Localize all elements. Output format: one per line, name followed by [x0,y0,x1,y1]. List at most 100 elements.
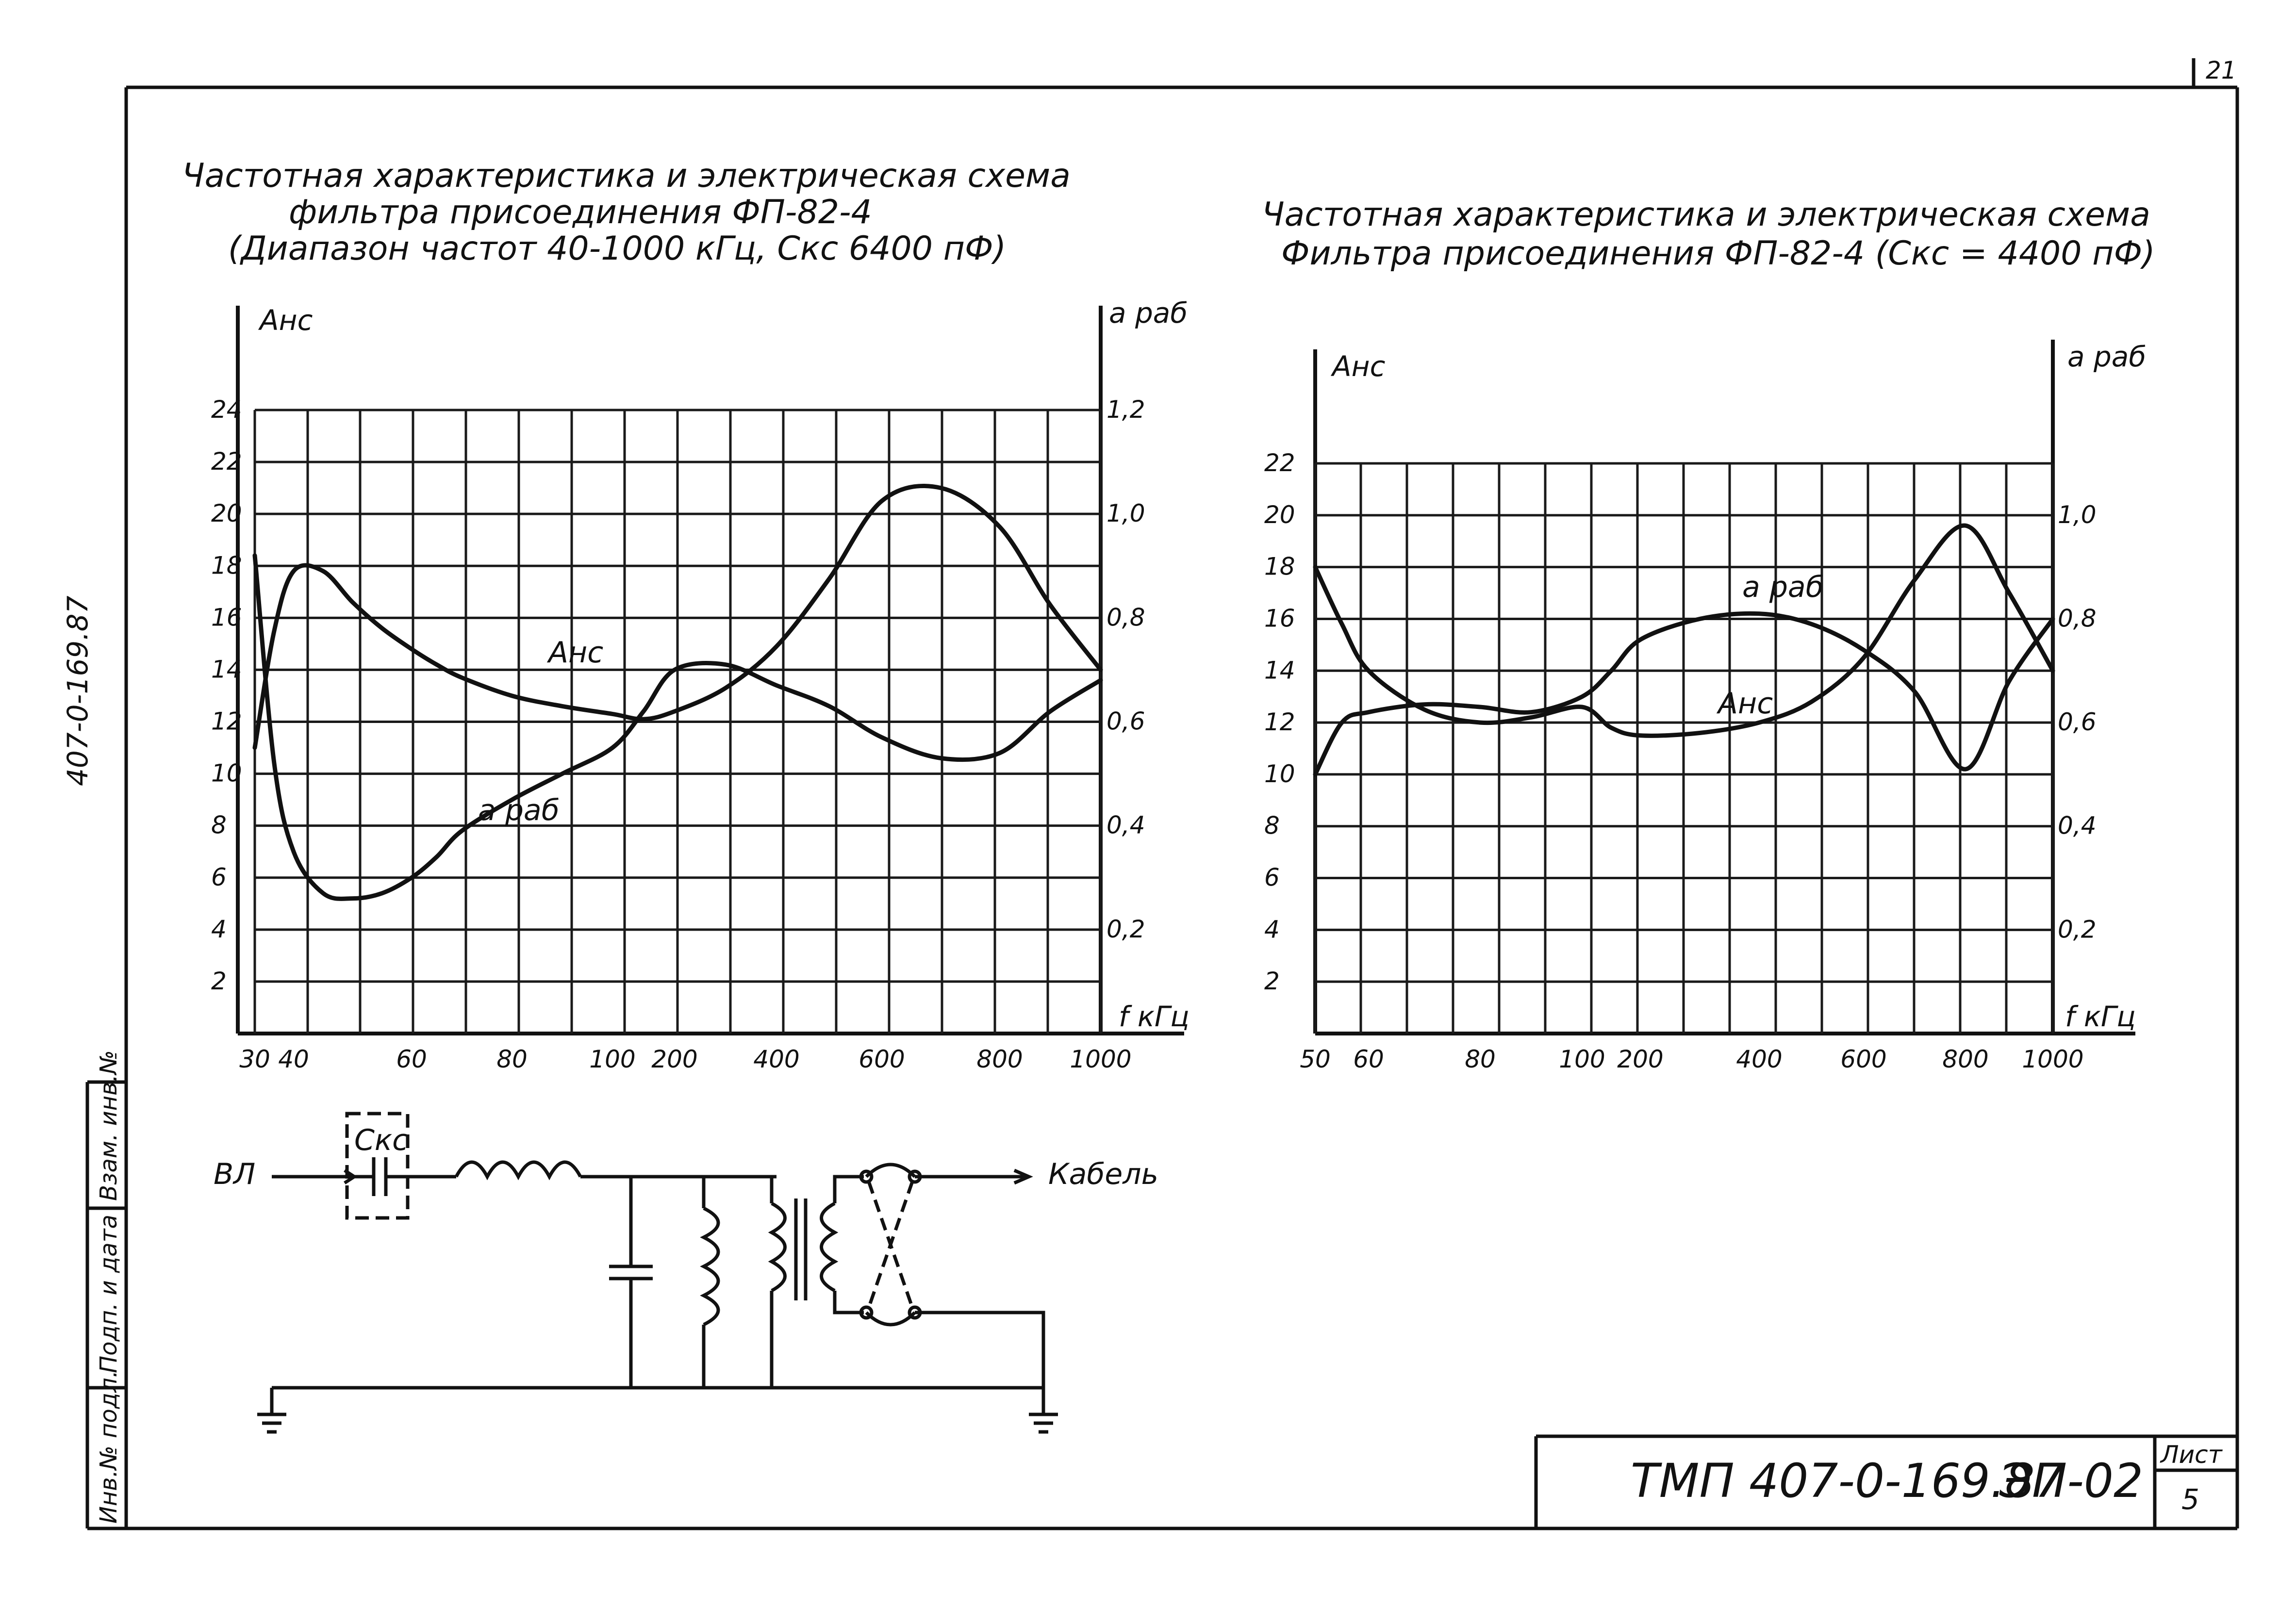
chart2-y-right-tick: 0,4 [2058,812,2097,840]
shunt-inductor [700,1206,720,1327]
chart1-y-left-tick: 12 [211,707,242,736]
chart2-y-left-tick: 10 [1264,760,1295,788]
chart2-annotation-ans: Анс [1716,687,1773,721]
chart2-title-line1: Частотная характеристика и электрическая… [1262,196,2150,234]
schematic-right-label: Кабель [1048,1157,1158,1191]
schematic-capacitor-label: Скс [354,1123,408,1157]
series-inductor [454,1160,582,1181]
chart2-y-left-tick: 12 [1264,708,1295,736]
chart2-y-left-tick: 4 [1264,915,1280,943]
chart1-y-left-tick: 20 [211,499,242,527]
title-block-sheet-label: Лист [2160,1441,2223,1469]
chart2-y-right-tick: 1,0 [2058,501,2097,529]
chart2-x-tick: 400 [1736,1045,1782,1073]
chart1-y-left-tick: 2 [211,967,227,995]
stamp-inv-original: Инв.№ подл. [95,1370,122,1524]
chart1-x-tick: 400 [753,1045,799,1073]
side-code: 407-0-169.87 [61,595,94,786]
chart1-xlabel: f кГц [1119,1000,1189,1033]
chart1-y-left-tick: 4 [211,915,227,943]
terminal-3 [859,1305,874,1320]
wire-secondary-bottom [833,1291,864,1314]
chart2-y-left-tick: 20 [1264,501,1295,529]
chart1-y-left-tick: 8 [211,811,227,839]
title-block-code: ТМП 407-0-169.87 [1631,1454,2065,1508]
chart1-y-left-tick: 24 [211,395,242,424]
chart1-annotation-ans: Анс [546,636,603,670]
chart2-x-tick: 200 [1617,1045,1663,1073]
chart2-ylabel-left: Анс [1330,350,1386,383]
chart1-series-arab-line [252,553,1103,901]
chart1-y-left-tick: 22 [211,447,242,476]
stamp-sign-date: Подп. и дата [95,1215,122,1373]
chart2-title-line2: Фильтра присоединения ФП-82-4 (Скс = 440… [1281,234,2155,273]
chart1-x-tick: 80 [496,1045,528,1073]
chart1-y-left-tick: 6 [211,863,227,891]
chart1-series-ans-line [252,484,1103,750]
chart1-annotation-arab: a раб [478,793,560,827]
chart2-series-arab-line [1313,611,2055,777]
chart1-y-left-tick: 14 [211,655,242,683]
chart1-title-line1: Частотная характеристика и электрическая… [182,157,1071,195]
stamp-replace-inv: Взам. инв.№ [95,1050,122,1201]
chart2-x-tick: 600 [1840,1045,1886,1073]
transformer-secondary [820,1201,839,1293]
chart2-ticks: 2 4 6 8 10 12 14 16 18 20 22 0,2 0,4 0,6 0,8 1,0 50 60 80 1… [1264,449,2097,1073]
chart2-x-tick: 800 [1942,1045,1988,1073]
terminal-link-top [865,1163,916,1178]
arrow-output [1013,1168,1033,1185]
chart1-y-right-tick: 1,0 [1107,499,1145,527]
chart2-grid [1314,462,2054,1034]
chart-2: Анс a раб f кГц 2 4 6 8 10 12 14 16 18 20 22 0,2 0,4… [1264,340,2146,1073]
corner-sheet-number: 21 [2206,56,2237,84]
chart-1: Анс a раб f кГц 246810121416182022240,20… [211,296,1189,1073]
chart1-title-line3: (Диапазон частот 40-1000 кГц, Скс 6400 п… [228,230,1006,268]
chart1-x-tick: 1000 [1070,1045,1131,1073]
chart1-x-tick: 30 [239,1045,270,1073]
chart1-y-left-tick: 16 [211,603,242,631]
chart1-x-tick: 40 [278,1045,309,1073]
terminal-link-bottom [865,1311,916,1327]
chart1-y-left-tick: 10 [211,759,242,788]
chart2-x-tick: 80 [1465,1045,1496,1073]
chart2-x-tick: 100 [1559,1045,1605,1073]
chart1-y-right-tick: 1,2 [1107,395,1145,424]
chart1-x-tick: 200 [651,1045,697,1073]
chart1-grid [253,409,1102,1034]
chart2-y-left-tick: 22 [1264,449,1295,477]
chart1-title-line2: фильтра присоединения ФП-82-4 [289,193,872,231]
chart2-x-tick: 60 [1353,1045,1384,1073]
title-block-mark: ЭП-02 [1999,1454,2143,1508]
chart2-xlabel: f кГц [2065,1000,2136,1033]
wire-secondary-top [833,1175,864,1203]
chart2-x-tick: 50 [1300,1045,1331,1073]
chart1-ticks: 246810121416182022240,20,40,60,81,01,230… [211,395,1145,1073]
chart1-y-right-tick: 0,6 [1107,707,1145,736]
chart2-y-left-tick: 16 [1264,604,1295,632]
chart2-ylabel-right: a раб [2067,340,2146,373]
chart1-y-right-tick: 0,2 [1107,915,1145,943]
chart2-y-left-tick: 6 [1264,864,1280,892]
chart2-y-left-tick: 2 [1264,967,1280,995]
chart2-y-right-tick: 0,8 [2058,604,2097,632]
chart2-series-ans-line [1313,523,2055,738]
sheet-frame [85,58,2239,1530]
chart2-y-right-tick: 0,6 [2058,708,2097,736]
chart2-series [1313,523,2055,777]
transformer-primary [768,1201,787,1293]
chart2-y-left-tick: 14 [1264,656,1295,684]
terminal-1 [859,1169,874,1184]
filter-schematic: ВЛ Кабель Скс [214,1112,1158,1434]
chart1-ylabel-left: Анс [258,304,313,337]
schematic-left-label: ВЛ [214,1157,255,1191]
chart1-series [252,484,1103,901]
chart1-y-left-tick: 18 [211,551,242,579]
chart1-y-right-tick: 0,4 [1107,811,1145,839]
chart1-y-right-tick: 0,8 [1107,603,1145,631]
chart2-annotation-arab: a раб [1742,570,1824,604]
chart1-x-tick: 800 [976,1045,1023,1073]
chart2-y-left-tick: 18 [1264,553,1295,581]
wire-output-return [915,1311,1045,1388]
title-block-sheet-number: 5 [2181,1483,2199,1516]
